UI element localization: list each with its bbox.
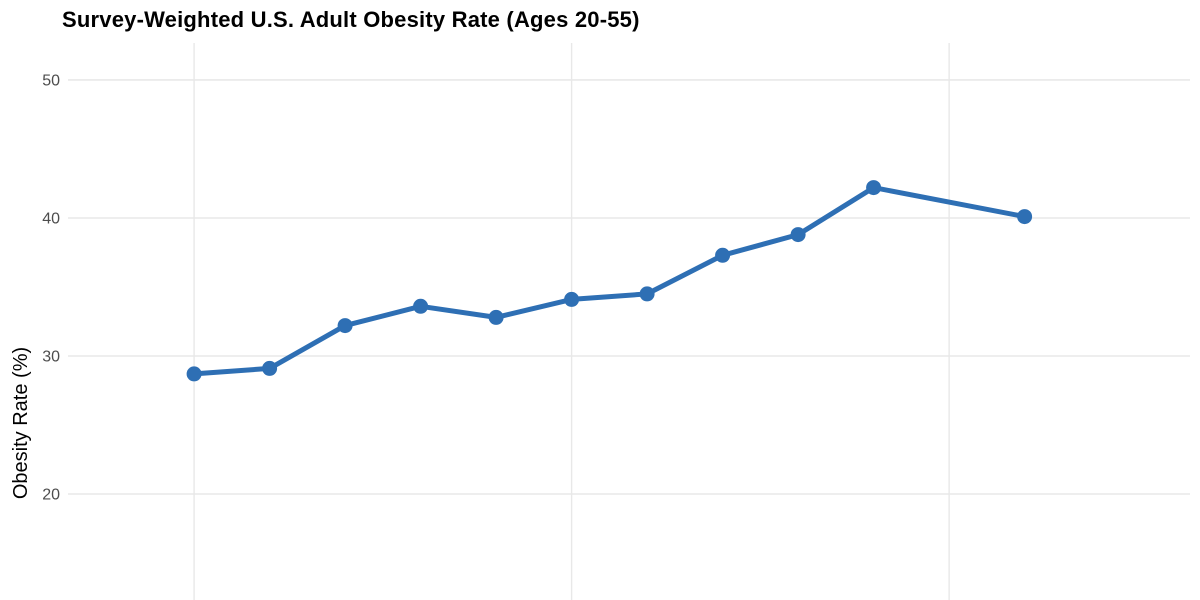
data-point-marker (715, 247, 731, 263)
data-point-marker (337, 318, 353, 334)
data-point-marker (639, 286, 655, 302)
y-tick-labels-group: 20 30 40 50 (42, 73, 60, 504)
data-point-marker (262, 360, 278, 376)
data-point-marker (1017, 209, 1033, 225)
data-line (191, 185, 1028, 377)
y-tick-label: 50 (42, 73, 60, 90)
y-axis-title: Obesity Rate (%) (10, 347, 32, 499)
data-point-marker (186, 366, 202, 382)
data-point-marker (564, 291, 580, 307)
y-tick-label: 40 (42, 211, 60, 228)
data-point-marker (488, 309, 504, 325)
data-point-marker (413, 298, 429, 314)
data-point-marker (866, 180, 882, 196)
chart-title: Survey-Weighted U.S. Adult Obesity Rate … (62, 7, 640, 32)
y-tick-label: 20 (42, 487, 60, 504)
data-point-marker (790, 227, 806, 243)
gridlines-group (68, 43, 1190, 600)
y-tick-label: 30 (42, 349, 60, 366)
data-series-group (186, 180, 1033, 382)
